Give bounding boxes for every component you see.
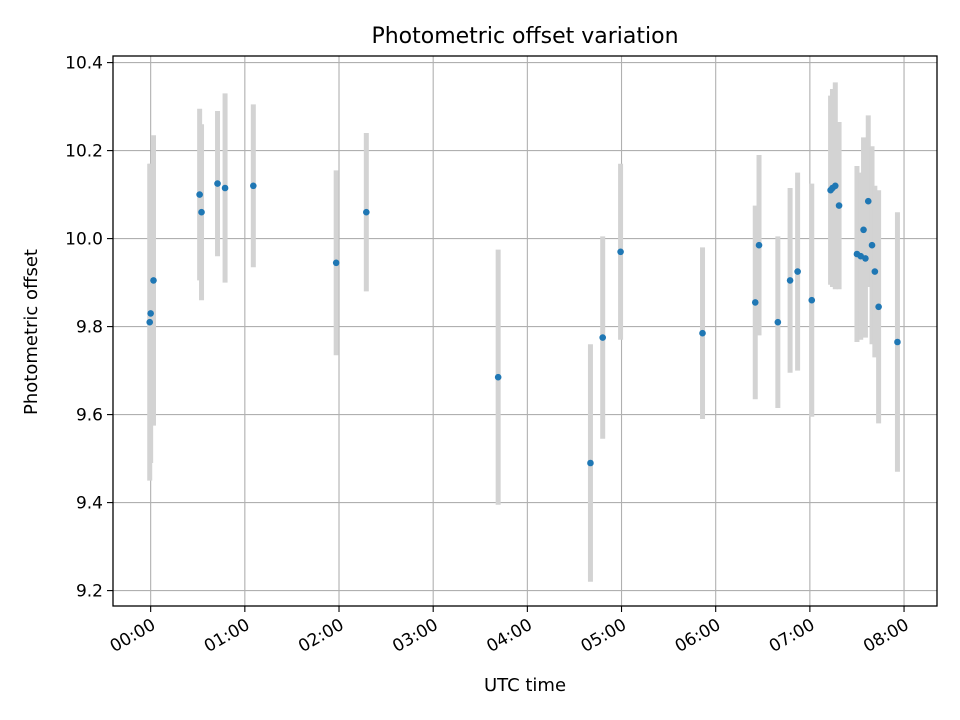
data-point [221,184,229,192]
data-point [871,268,879,275]
data-point [862,255,869,262]
data-points [146,180,901,467]
data-point [831,182,839,190]
y-tick-label: 10.0 [65,230,103,250]
data-point [587,459,594,467]
data-point [494,373,502,381]
data-point [146,318,154,326]
data-point [147,310,154,317]
data-point [774,318,782,326]
plot-frame [112,55,938,607]
data-point [868,241,876,249]
data-point [835,202,843,209]
data-point [699,329,706,337]
y-tick-label: 9.8 [76,318,103,338]
data-point [150,277,157,284]
x-axis-label: UTC time [484,675,566,696]
data-point [808,296,816,304]
data-point [894,338,901,346]
data-point [617,248,624,256]
data-point [860,226,867,234]
y-tick-label: 9.2 [76,582,103,602]
data-point [363,208,370,216]
data-point [751,299,759,306]
data-point [599,334,606,341]
data-point [332,259,340,267]
data-point [198,208,205,216]
chart-title: Photometric offset variation [371,24,678,49]
y-axis-label: Photometric offset [21,249,42,415]
data-point [864,197,872,205]
y-tick-label: 9.6 [76,406,103,426]
data-point [755,241,763,249]
data-point [875,303,882,311]
data-point [196,191,203,198]
data-point [794,268,801,275]
data-point [786,277,794,284]
y-tick-label: 10.4 [65,54,103,74]
data-point [214,180,221,187]
y-tick-label: 9.4 [76,494,103,514]
data-point [250,182,257,190]
y-tick-label: 10.2 [65,142,103,162]
